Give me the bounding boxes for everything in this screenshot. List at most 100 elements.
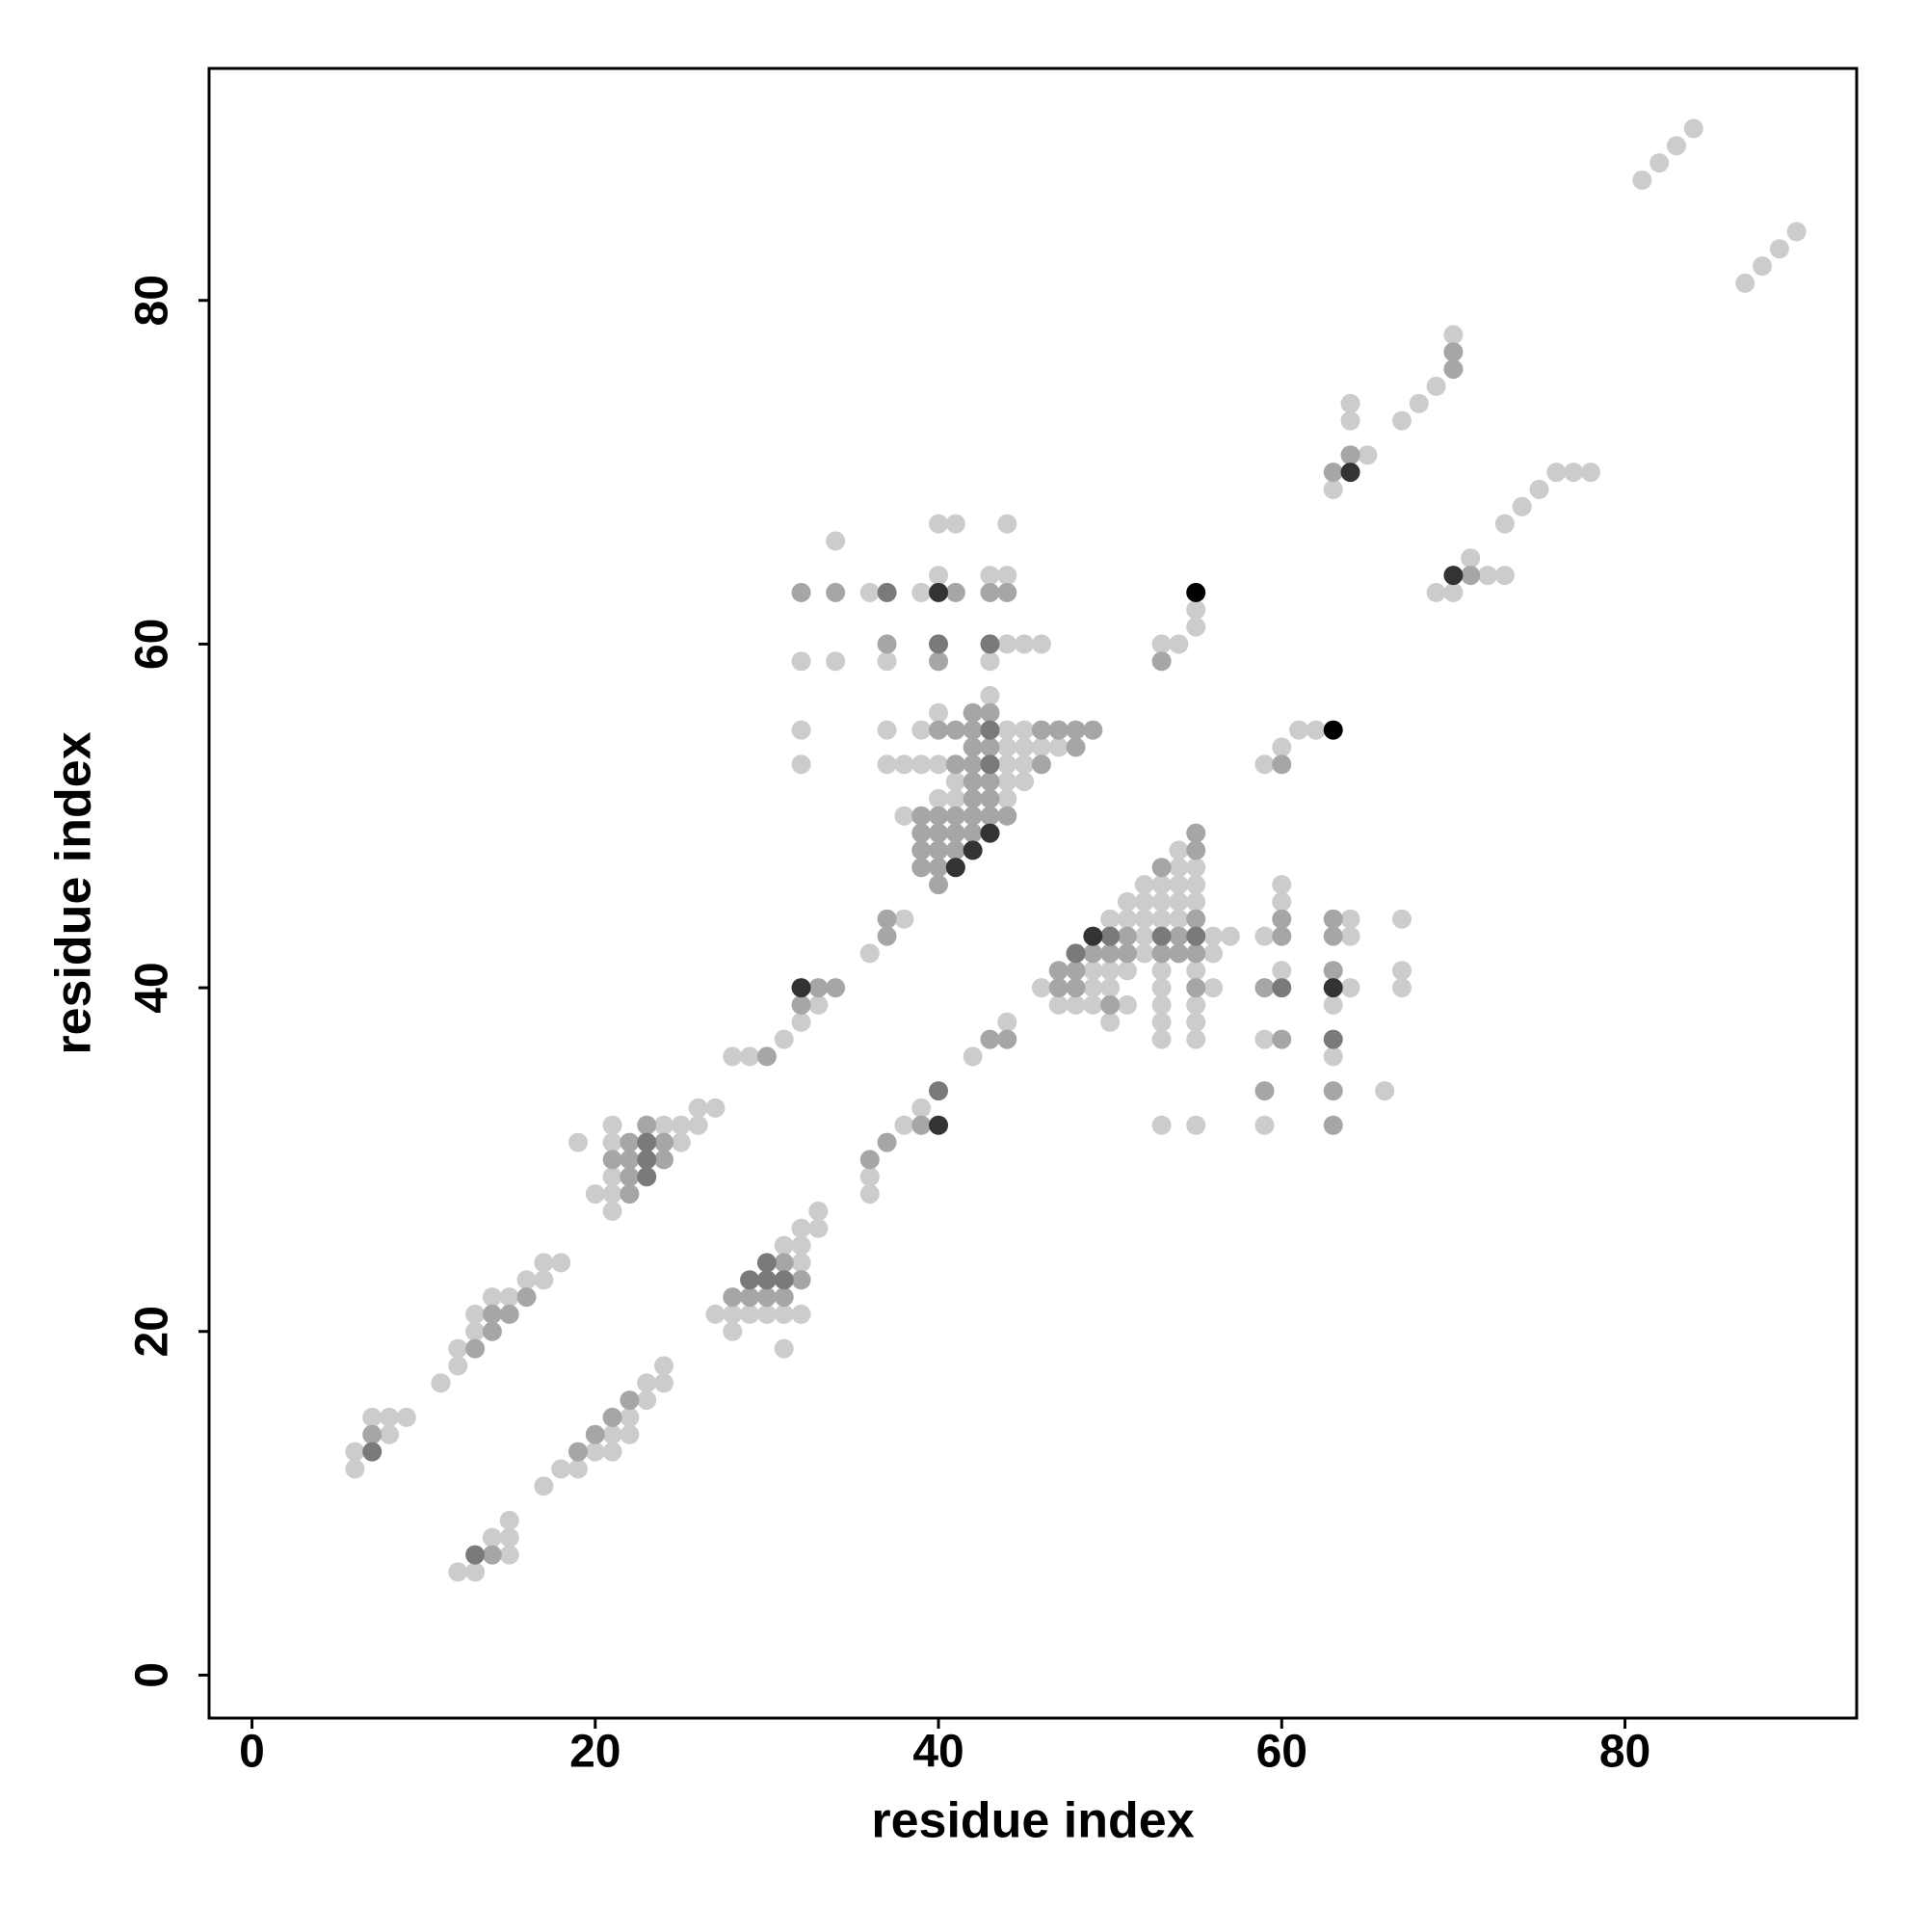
point [945, 772, 965, 792]
point [516, 1287, 537, 1308]
point [482, 1287, 502, 1308]
point [963, 737, 983, 757]
point [534, 1270, 554, 1290]
point [1494, 566, 1515, 586]
point [963, 772, 983, 792]
point [877, 634, 897, 654]
point [1512, 496, 1532, 516]
point [448, 1338, 468, 1359]
point [1203, 926, 1224, 946]
point [980, 788, 1000, 808]
point [929, 1081, 949, 1101]
point [756, 1270, 777, 1290]
point [774, 1287, 794, 1308]
point [1186, 978, 1206, 998]
point [1151, 926, 1172, 946]
point [1323, 720, 1343, 740]
point [963, 1046, 983, 1067]
point [1340, 463, 1360, 483]
point [945, 858, 965, 878]
point [723, 1046, 743, 1067]
point [1272, 926, 1292, 946]
point [911, 823, 932, 843]
point [1134, 909, 1154, 929]
point [1117, 943, 1137, 964]
point [756, 1253, 777, 1273]
point [859, 1167, 880, 1187]
point [929, 582, 949, 602]
point [1650, 153, 1670, 173]
point [791, 1304, 811, 1324]
point [980, 720, 1000, 740]
point [585, 1424, 605, 1444]
point [980, 754, 1000, 775]
point [791, 651, 811, 672]
point [1272, 909, 1292, 929]
point [1186, 961, 1206, 981]
point [448, 1356, 468, 1376]
point [637, 1115, 657, 1135]
point [465, 1338, 486, 1359]
point [1323, 978, 1343, 998]
point [826, 531, 846, 551]
point [791, 1253, 811, 1273]
point [1083, 926, 1103, 946]
point [808, 994, 829, 1015]
point [1100, 978, 1121, 998]
point [602, 1115, 622, 1135]
point [1564, 463, 1584, 483]
point [1100, 926, 1121, 946]
point [620, 1167, 640, 1187]
point [654, 1115, 674, 1135]
point [929, 823, 949, 843]
x-tick-label: 0 [239, 1727, 265, 1778]
point [431, 1373, 451, 1393]
point [740, 1304, 760, 1324]
point [791, 994, 811, 1015]
y-tick-label: 60 [127, 619, 178, 670]
point [1066, 943, 1086, 964]
y-tick-label: 80 [127, 275, 178, 326]
point [551, 1253, 571, 1273]
point [1546, 463, 1567, 483]
point [1186, 840, 1206, 860]
point [997, 1012, 1017, 1032]
point [1083, 994, 1103, 1015]
point [945, 806, 965, 826]
point [1323, 926, 1343, 946]
point [516, 1270, 537, 1290]
point [1169, 891, 1189, 912]
point [945, 754, 965, 775]
point [929, 702, 949, 723]
point [1683, 119, 1703, 139]
point [1272, 961, 1292, 981]
point [1272, 891, 1292, 912]
point [808, 1201, 829, 1221]
point [1066, 961, 1086, 981]
point [1066, 994, 1086, 1015]
point [1031, 720, 1051, 740]
point [774, 1235, 794, 1256]
point [1169, 943, 1189, 964]
point [671, 1115, 691, 1135]
point [963, 754, 983, 775]
point [1254, 1081, 1275, 1101]
x-tick-label: 80 [1599, 1727, 1650, 1778]
point [1151, 651, 1172, 672]
points [345, 119, 1807, 1582]
point [1186, 926, 1206, 946]
point [1066, 978, 1086, 998]
point [997, 1029, 1017, 1049]
point [1461, 566, 1481, 586]
point [1048, 961, 1069, 981]
point [1186, 617, 1206, 637]
point [465, 1321, 486, 1341]
point [1323, 909, 1343, 929]
point [894, 806, 914, 826]
point [1426, 582, 1446, 602]
point [1169, 909, 1189, 929]
point [1735, 273, 1755, 293]
point [499, 1527, 519, 1548]
point [1100, 994, 1121, 1015]
